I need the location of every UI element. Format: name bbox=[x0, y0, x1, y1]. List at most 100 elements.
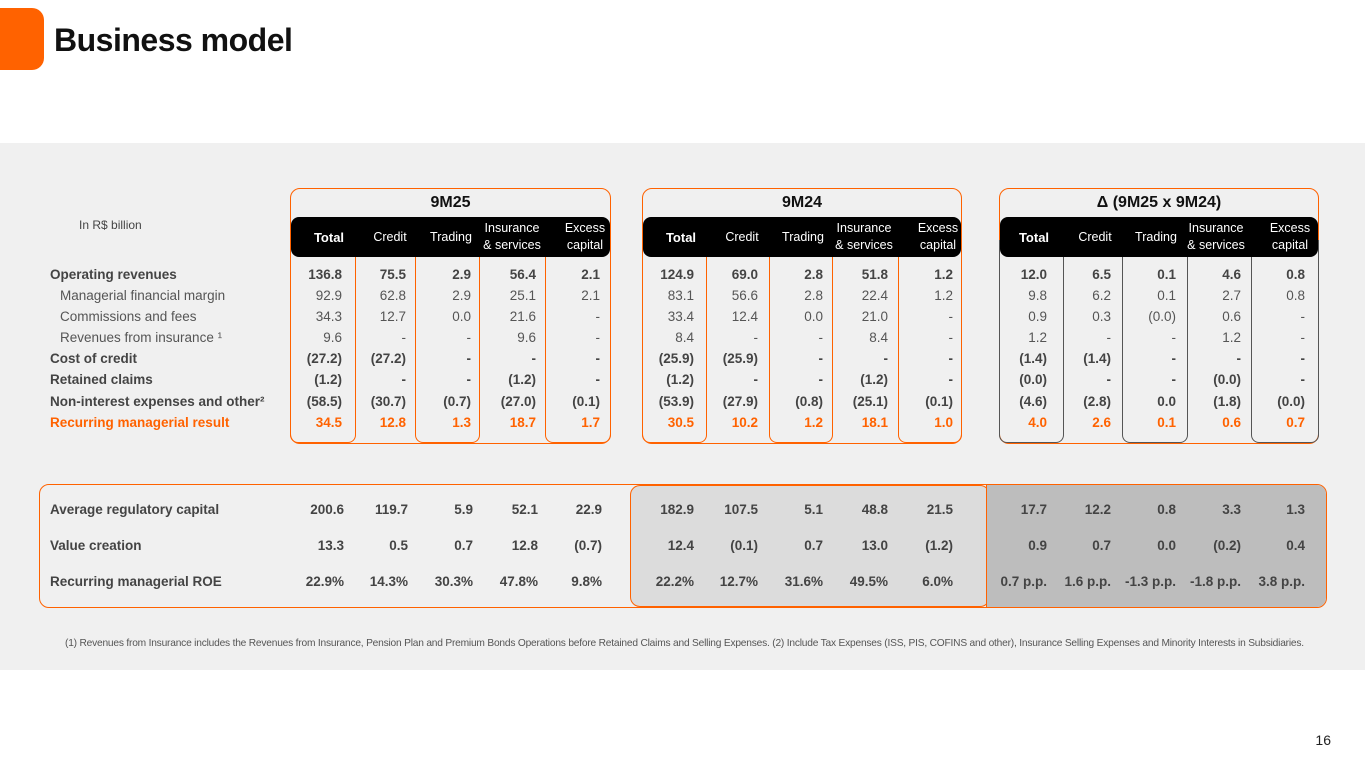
summary-cell: 22.9% bbox=[305, 574, 344, 589]
table-cell: (1.2) bbox=[314, 372, 342, 387]
page-number: 16 bbox=[1315, 732, 1331, 748]
table-cell: 56.4 bbox=[509, 267, 536, 282]
summary-cell: 22.2% bbox=[655, 574, 694, 589]
summary-cell: 5.9 bbox=[454, 502, 473, 517]
summary-cell: 1.6 p.p. bbox=[1064, 574, 1111, 589]
column-outline bbox=[1251, 240, 1319, 443]
summary-cell: 30.3% bbox=[434, 574, 473, 589]
table-cell: - bbox=[948, 372, 954, 387]
table-cell: - bbox=[595, 309, 601, 324]
summary-cell: 14.3% bbox=[369, 574, 408, 589]
accent-tab bbox=[0, 8, 44, 70]
summary-cell: 0.5 bbox=[389, 538, 408, 553]
column-outline bbox=[1122, 240, 1188, 443]
table-cell: - bbox=[1236, 351, 1242, 366]
table-cell: (1.2) bbox=[666, 372, 694, 387]
table-cell: (0.0) bbox=[1213, 372, 1241, 387]
column-header: Credit bbox=[725, 229, 759, 244]
summary-cell: 107.5 bbox=[724, 502, 758, 517]
prior-period-shade bbox=[630, 485, 990, 607]
summary-cell: -1.3 p.p. bbox=[1124, 574, 1176, 589]
table-cell: 0.9 bbox=[1028, 309, 1047, 324]
table-cell: - bbox=[818, 351, 824, 366]
table-cell: 2.6 bbox=[1092, 415, 1111, 430]
row-label: Non-interest expenses and other² bbox=[50, 394, 265, 409]
table-cell: - bbox=[595, 351, 601, 366]
summary-cell: 17.7 bbox=[1020, 502, 1047, 517]
table-cell: 9.6 bbox=[323, 330, 342, 345]
table-cell: 69.0 bbox=[731, 267, 758, 282]
table-cell: (0.1) bbox=[572, 394, 600, 409]
table-cell: - bbox=[531, 351, 537, 366]
table-cell: - bbox=[1171, 372, 1177, 387]
table-cell: 30.5 bbox=[667, 415, 694, 430]
column-header: Insurance & services bbox=[483, 221, 541, 252]
summary-cell: (1.2) bbox=[925, 538, 953, 553]
table-cell: - bbox=[466, 330, 472, 345]
row-label: Commissions and fees bbox=[60, 309, 197, 324]
table-cell: 2.1 bbox=[581, 288, 600, 303]
summary-cell: 0.7 bbox=[454, 538, 473, 553]
table-cell: 0.6 bbox=[1222, 415, 1241, 430]
table-cell: 22.4 bbox=[861, 288, 888, 303]
summary-cell: 9.8% bbox=[571, 574, 602, 589]
table-cell: 21.0 bbox=[861, 309, 888, 324]
table-cell: 21.6 bbox=[509, 309, 536, 324]
column-outline bbox=[545, 240, 611, 443]
table-cell: (1.2) bbox=[508, 372, 536, 387]
summary-cell: 200.6 bbox=[310, 502, 344, 517]
table-cell: 124.9 bbox=[660, 267, 694, 282]
table-cell: 62.8 bbox=[379, 288, 406, 303]
summary-row-label: Average regulatory capital bbox=[50, 502, 220, 517]
table-cell: 2.7 bbox=[1222, 288, 1241, 303]
table-cell: (27.2) bbox=[306, 351, 342, 366]
table-cell: 2.8 bbox=[804, 267, 823, 282]
column-header: Total bbox=[313, 229, 345, 245]
column-outline bbox=[642, 240, 707, 443]
table-cell: (1.4) bbox=[1083, 351, 1111, 366]
table-cell: - bbox=[401, 372, 407, 387]
table-cell: 1.2 bbox=[1028, 330, 1047, 345]
table-cell: 0.7 bbox=[1286, 415, 1305, 430]
table-cell: 0.0 bbox=[804, 309, 823, 324]
column-outline bbox=[415, 240, 480, 443]
row-label: Operating revenues bbox=[50, 267, 177, 282]
column-header: Excess capital bbox=[564, 221, 606, 252]
table-cell: 12.8 bbox=[379, 415, 406, 430]
table-cell: 0.3 bbox=[1092, 309, 1111, 324]
table-cell: 18.1 bbox=[861, 415, 888, 430]
table-cell: (27.2) bbox=[370, 351, 406, 366]
summary-cell: 5.1 bbox=[804, 502, 823, 517]
summary-cell: 12.8 bbox=[511, 538, 538, 553]
table-cell: (1.8) bbox=[1213, 394, 1241, 409]
summary-cell: 3.8 p.p. bbox=[1258, 574, 1305, 589]
column-header: Total bbox=[1018, 229, 1050, 245]
table-cell: - bbox=[401, 330, 407, 345]
table-cell: 8.4 bbox=[869, 330, 888, 345]
table-cell: - bbox=[1300, 351, 1306, 366]
capital-summary-box bbox=[39, 484, 1327, 608]
table-cell: 0.1 bbox=[1157, 288, 1176, 303]
table-cell: 6.5 bbox=[1092, 267, 1111, 282]
summary-cell: 22.9 bbox=[575, 502, 602, 517]
table-cell: (25.9) bbox=[658, 351, 694, 366]
table-cell: 0.6 bbox=[1222, 309, 1241, 324]
table-cell: 1.2 bbox=[934, 267, 953, 282]
table-cell: (4.6) bbox=[1019, 394, 1047, 409]
summary-cell: 13.0 bbox=[861, 538, 888, 553]
column-header: Trading bbox=[430, 229, 472, 244]
table-cell: (53.9) bbox=[658, 394, 694, 409]
table-cell: (25.9) bbox=[722, 351, 758, 366]
summary-cell: 119.7 bbox=[374, 502, 408, 517]
table-cell: (1.2) bbox=[860, 372, 888, 387]
table-cell: 1.2 bbox=[1222, 330, 1241, 345]
table-cell: 2.9 bbox=[452, 267, 471, 282]
table-cell: 0.8 bbox=[1286, 267, 1305, 282]
page-title: Business model bbox=[54, 22, 293, 58]
table-cell: 9.6 bbox=[517, 330, 536, 345]
table-cell: 25.1 bbox=[509, 288, 536, 303]
table-cell: - bbox=[1300, 309, 1306, 324]
table-cell: 4.6 bbox=[1222, 267, 1241, 282]
table-cell: 0.8 bbox=[1286, 288, 1305, 303]
table-cell: - bbox=[948, 330, 954, 345]
